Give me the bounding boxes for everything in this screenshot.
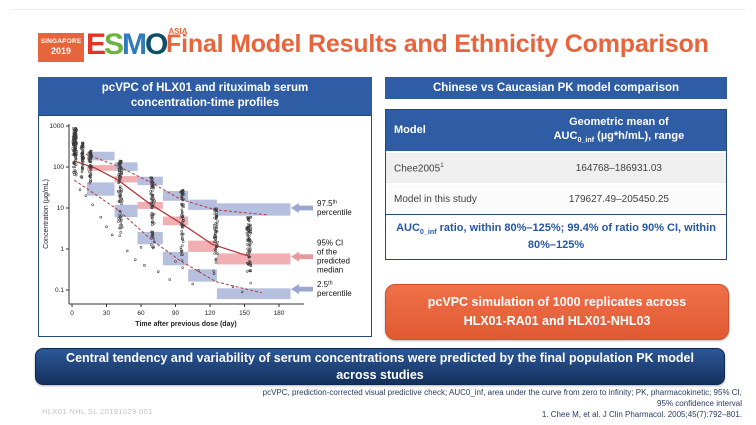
percentile-ci-box bbox=[162, 190, 189, 201]
conclusion-banner: Central tendency and variability of seru… bbox=[35, 348, 725, 385]
percentile-arrow-icon bbox=[291, 202, 313, 213]
percentile-ci-box bbox=[86, 182, 115, 196]
esmo-letter: S bbox=[104, 28, 124, 61]
pcvpc-simulation-callout: pcVPC simulation of 1000 replicates acro… bbox=[385, 284, 729, 340]
x-axis-label: Time after previous dose (day) bbox=[135, 321, 236, 328]
p975-line bbox=[81, 151, 268, 216]
esmo-asia-label: ASIA bbox=[168, 27, 188, 36]
esmo-letter: O bbox=[145, 28, 168, 61]
col-header-auc-line2: AUC0_inf (µg*h/mL), range bbox=[553, 129, 685, 144]
left-panel-title-line1: pcVPC of HLX01 and rituximab serum bbox=[101, 82, 309, 94]
esmo-wordmark: ESMO bbox=[86, 28, 168, 61]
x-tick-label: 180 bbox=[274, 310, 285, 317]
percentile-ci-box bbox=[114, 204, 138, 217]
left-panel-title-line2: concentration-time profiles bbox=[130, 96, 280, 109]
chart-annotation-label: 95% CI bbox=[317, 239, 343, 248]
percentile-ci-box bbox=[188, 199, 217, 210]
median-ci-box bbox=[114, 175, 138, 183]
y-tick-label: 1000 bbox=[50, 123, 65, 130]
median-ci-box bbox=[188, 240, 217, 252]
chart-annotation-label: 97.5th bbox=[317, 199, 337, 208]
y-tick-label: 100 bbox=[53, 164, 64, 171]
percentile-ci-box bbox=[162, 251, 189, 266]
x-tick-label: 30 bbox=[103, 310, 111, 317]
chart-annotation-label: of the bbox=[317, 248, 338, 257]
callout-line2: HLX01-RA01 and HLX01-NHL03 bbox=[463, 314, 651, 328]
median-ci-box bbox=[216, 253, 291, 265]
badge-city: SINGAPORE bbox=[40, 37, 82, 45]
slide-code: HLX01 NHL SL 20191029 001 bbox=[42, 407, 153, 416]
table-row: Chee20051 164768–186931.03 bbox=[386, 151, 726, 185]
right-panel: Chinese vs Caucasian PK model comparison… bbox=[385, 77, 727, 260]
x-tick-label: 60 bbox=[137, 310, 145, 317]
chart-annotation-label: 2.5th bbox=[317, 280, 333, 289]
auc-value-cell: 164768–186931.03 bbox=[575, 162, 662, 174]
chart-annotation-label: percentile bbox=[317, 208, 352, 217]
abbrev-line1: pcVPC, prediction-corrected visual predi… bbox=[262, 388, 742, 397]
esmo-letter: E bbox=[86, 28, 106, 61]
chart-annotation-label: median bbox=[317, 266, 343, 275]
x-tick-label: 120 bbox=[205, 310, 216, 317]
esmo-asia-logo: ESMO ASIA bbox=[86, 28, 188, 60]
percentile-arrow-icon bbox=[291, 284, 313, 295]
chart-annotation-label: predicted bbox=[317, 257, 350, 266]
auc-ratio-note: AUC0_inf ratio, within 80%–125%; 99.4% o… bbox=[386, 214, 726, 259]
y-tick-label: 0.1 bbox=[55, 287, 64, 294]
auc-value-cell: 179627.49–205450.25 bbox=[568, 194, 669, 206]
median-ci-box bbox=[86, 165, 115, 171]
median-line bbox=[74, 160, 251, 258]
badge-year: 2019 bbox=[50, 46, 72, 57]
callout-line1: pcVPC simulation of 1000 replicates acro… bbox=[427, 295, 687, 310]
x-tick-label: 90 bbox=[172, 310, 180, 317]
left-panel: pcVPC of HLX01 and rituximab serum conce… bbox=[38, 77, 372, 337]
slide-top-edge bbox=[10, 9, 746, 10]
pk-comparison-table-box: Model Geometric mean of AUC0_inf (µg*h/m… bbox=[385, 109, 727, 260]
percentile-ci-box bbox=[86, 151, 115, 161]
pcvpc-chart: 1000 100 10 1 0.1 0 30 60 90 120 150 180 Time after … bbox=[43, 123, 352, 328]
x-tick-label: 0 bbox=[70, 310, 74, 317]
esmo-letter: M bbox=[122, 28, 147, 61]
col-header-auc: Geometric mean of AUC0_inf (µg*h/mL), ra… bbox=[511, 110, 726, 152]
pk-comparison-table: Model Geometric mean of AUC0_inf (µg*h/m… bbox=[386, 110, 726, 215]
percentile-ci-box bbox=[114, 162, 138, 171]
chart-annotation-label: percentile bbox=[317, 289, 352, 298]
table-header-row: Model Geometric mean of AUC0_inf (µg*h/m… bbox=[386, 110, 726, 152]
page-title: Final Model Results and Ethnicity Compar… bbox=[166, 30, 709, 58]
y-axis-label: Concentration (µg/mL) bbox=[43, 179, 50, 249]
x-tick-label: 150 bbox=[239, 310, 250, 317]
p25-line bbox=[74, 179, 262, 294]
median-ci-box bbox=[137, 201, 163, 209]
pcvpc-chart-container: 1000 100 10 1 0.1 0 30 60 90 120 150 180 Time after … bbox=[38, 114, 372, 337]
median-ci-box bbox=[162, 216, 189, 226]
abbreviations-footnote: pcVPC, prediction-corrected visual predi… bbox=[202, 388, 742, 420]
y-tick-label: 10 bbox=[57, 205, 65, 212]
table-row: Model in this study 179627.49–205450.25 bbox=[386, 184, 726, 215]
abbrev-line2: 95% confidence interval bbox=[657, 398, 742, 408]
model-name-cell: Model in this study bbox=[394, 194, 477, 206]
observed-points bbox=[71, 126, 253, 294]
col-header-auc-line1: Geometric mean of bbox=[569, 116, 669, 128]
model-name-cell: Chee20051 bbox=[394, 161, 444, 175]
citation: 1. Chee M, et al. J Clin Pharmacol. 2005… bbox=[541, 409, 742, 419]
median-arrow-icon bbox=[291, 251, 313, 262]
percentile-ci-box bbox=[216, 203, 291, 216]
right-panel-title: Chinese vs Caucasian PK model comparison bbox=[385, 77, 727, 99]
y-tick-label: 1 bbox=[60, 246, 64, 253]
left-panel-title: pcVPC of HLX01 and rituximab serum conce… bbox=[38, 77, 372, 115]
col-header-model: Model bbox=[386, 110, 512, 152]
percentile-ci-box bbox=[137, 176, 163, 186]
singapore-2019-badge: SINGAPORE 2019 bbox=[38, 33, 84, 62]
conclusion-text: Central tendency and variability of seru… bbox=[66, 351, 694, 382]
percentile-ci-box bbox=[216, 288, 291, 299]
